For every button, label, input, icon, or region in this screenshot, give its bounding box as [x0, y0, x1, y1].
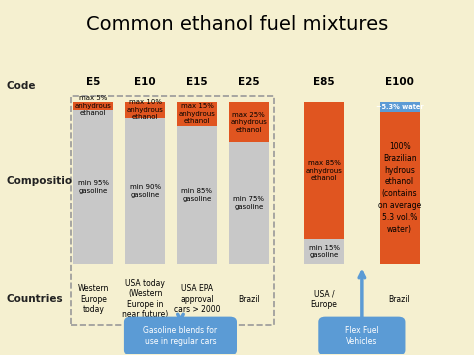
Text: E100: E100	[385, 77, 414, 87]
Text: min 75%
gasoline: min 75% gasoline	[233, 196, 264, 210]
Text: ~5.3% water: ~5.3% water	[376, 104, 423, 110]
Text: Brazil: Brazil	[238, 295, 260, 304]
FancyBboxPatch shape	[380, 102, 419, 111]
Text: Code: Code	[6, 81, 36, 91]
FancyBboxPatch shape	[229, 102, 269, 142]
Text: max 85%
anhydrous
ethanol: max 85% anhydrous ethanol	[306, 160, 343, 181]
FancyBboxPatch shape	[380, 111, 419, 264]
Text: Gasoline blends for
use in regular cars: Gasoline blends for use in regular cars	[144, 326, 218, 346]
Text: Flex Fuel
Vehicles: Flex Fuel Vehicles	[345, 326, 379, 346]
Text: max 25%
anhydrous
ethanol: max 25% anhydrous ethanol	[230, 111, 267, 132]
Text: E85: E85	[313, 77, 335, 87]
Text: E5: E5	[86, 77, 100, 87]
FancyBboxPatch shape	[124, 317, 237, 355]
Text: max 10%
anhydrous
ethanol: max 10% anhydrous ethanol	[127, 99, 164, 120]
Text: min 85%
gasoline: min 85% gasoline	[182, 188, 212, 202]
FancyBboxPatch shape	[229, 142, 269, 264]
Text: USA /
Europe: USA / Europe	[311, 289, 337, 309]
Text: Brazil: Brazil	[389, 295, 410, 304]
FancyBboxPatch shape	[125, 102, 165, 118]
Text: USA EPA
approval
cars > 2000: USA EPA approval cars > 2000	[173, 284, 220, 314]
FancyBboxPatch shape	[318, 317, 405, 355]
FancyBboxPatch shape	[177, 126, 217, 264]
Text: max 15%
anhydrous
ethanol: max 15% anhydrous ethanol	[179, 103, 215, 124]
Text: Composition: Composition	[6, 176, 80, 186]
Text: E25: E25	[238, 77, 260, 87]
Text: Common ethanol fuel mixtures: Common ethanol fuel mixtures	[86, 16, 388, 34]
Text: max 5%
anhydrous
ethanol: max 5% anhydrous ethanol	[75, 95, 112, 116]
FancyBboxPatch shape	[304, 102, 344, 240]
Text: min 15%
gasoline: min 15% gasoline	[309, 245, 340, 258]
FancyBboxPatch shape	[304, 240, 344, 264]
Text: min 90%
gasoline: min 90% gasoline	[129, 184, 161, 198]
Text: E15: E15	[186, 77, 208, 87]
Text: E10: E10	[134, 77, 156, 87]
Text: Western
Europe
today: Western Europe today	[78, 284, 109, 314]
FancyBboxPatch shape	[177, 102, 217, 126]
FancyBboxPatch shape	[73, 110, 113, 264]
FancyBboxPatch shape	[125, 118, 165, 264]
Text: USA today
(Western
Europe in
near future): USA today (Western Europe in near future…	[122, 279, 168, 319]
Text: 100%
Brazilian
hydrous
ethanol
(contains
on average
5.3 vol.%
water): 100% Brazilian hydrous ethanol (contains…	[378, 142, 421, 234]
FancyBboxPatch shape	[73, 102, 113, 110]
Text: min 95%
gasoline: min 95% gasoline	[78, 180, 109, 193]
Text: Countries: Countries	[6, 294, 63, 304]
